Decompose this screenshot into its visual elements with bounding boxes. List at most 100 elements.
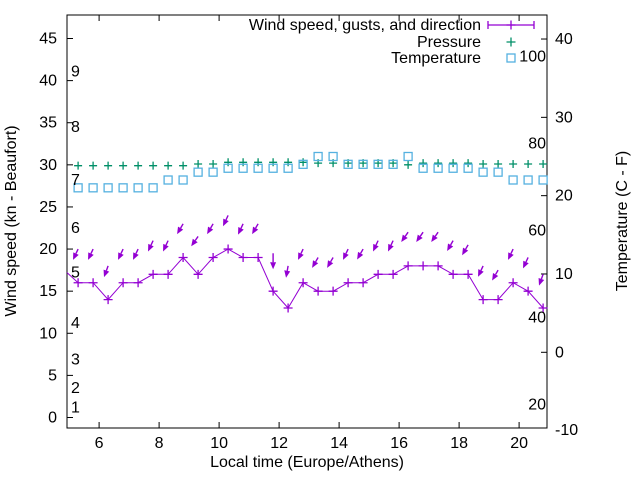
wind-direction-arrow — [191, 236, 199, 247]
arrow-shaft — [375, 240, 379, 246]
wind-speed-marker — [418, 261, 428, 271]
temperature-marker — [253, 163, 263, 173]
arrow-head — [401, 234, 408, 243]
temperature-marker — [88, 183, 98, 193]
temperature-marker — [388, 159, 398, 169]
arrow-shaft — [314, 257, 319, 263]
wind-speed-marker — [538, 303, 548, 313]
y-right-tick-label: 20 — [555, 188, 573, 205]
arrow-shaft — [390, 240, 394, 246]
fahrenheit-scale-label: 20 — [528, 397, 546, 414]
arrow-shaft — [225, 215, 229, 221]
arrow-head — [238, 227, 244, 235]
temperature-marker — [103, 183, 113, 193]
wind-speed-marker — [103, 295, 113, 305]
arrow-head — [523, 260, 529, 269]
wind-direction-arrow — [177, 223, 184, 235]
wind-direction-arrow — [88, 248, 94, 260]
wind-direction-arrow — [401, 231, 409, 243]
arrow-shaft — [434, 231, 439, 237]
arrow-shaft — [240, 223, 244, 229]
pressure-marker — [224, 158, 233, 167]
pressure-marker — [494, 159, 503, 168]
arrow-shaft — [449, 240, 454, 246]
legend-marker-wind — [487, 20, 535, 30]
arrow-shaft — [300, 248, 304, 254]
wind-speed-marker — [268, 286, 278, 296]
arrow-head — [478, 269, 484, 277]
wind-speed-marker — [73, 278, 83, 288]
wind-direction-arrow — [431, 231, 439, 243]
arrow-shaft — [494, 269, 499, 275]
temperature-marker — [313, 151, 323, 162]
arrow-head — [191, 238, 198, 247]
y-left-tick-label: 0 — [48, 410, 57, 427]
arrow-head — [88, 252, 94, 260]
wind-speed-marker — [118, 278, 128, 288]
wind-direction-arrow — [478, 265, 484, 277]
beaufort-scale-label: 4 — [71, 315, 80, 332]
temperature-marker — [463, 163, 473, 173]
temperature-marker — [283, 163, 293, 173]
wind-speed-marker — [88, 278, 98, 288]
axes-layer: 6 8 10 12 14 16 18 20051015202530354045-1001020… — [39, 14, 578, 452]
temperature-marker — [403, 151, 413, 162]
arrow-shaft — [90, 248, 94, 254]
arrow-head — [103, 269, 110, 278]
arrow-head — [163, 243, 169, 252]
temperature-marker — [448, 163, 458, 173]
arrow-head — [133, 252, 139, 260]
wind-direction-arrow — [492, 269, 499, 281]
arrow-head — [270, 262, 277, 270]
wind-speed-marker — [328, 286, 338, 296]
arrow-shaft — [540, 274, 544, 280]
y-left-tick-label: 35 — [39, 115, 57, 132]
wind-speed-marker — [313, 286, 323, 296]
temperature-marker — [298, 159, 308, 169]
arrow-head — [357, 251, 364, 260]
y-right-tick-label: 0 — [555, 344, 564, 361]
wind-speed-marker — [373, 269, 383, 279]
series-layer — [66, 151, 548, 313]
y-left-tick-label: 20 — [39, 241, 57, 258]
temperature-marker — [133, 183, 143, 193]
arrow-shaft — [179, 223, 184, 229]
x-axis-label: Local time (Europe/Athens) — [210, 454, 404, 471]
arrow-head — [312, 260, 319, 268]
wind-direction-arrow — [312, 257, 319, 268]
arrow-head — [284, 270, 291, 278]
x-tick-label: 8 — [155, 435, 164, 452]
wind-speed-marker — [148, 269, 158, 279]
arrow-shaft — [329, 257, 334, 263]
temperature-marker — [373, 159, 383, 169]
wind-direction-arrow — [508, 248, 514, 260]
beaufort-scale-label: 8 — [71, 119, 80, 136]
pressure-marker — [269, 158, 278, 167]
wind-direction-arrow — [270, 253, 277, 270]
arrow-shaft — [345, 248, 349, 254]
x-tick-label: 6 — [95, 435, 104, 452]
scale-annotations-layer: 1 2 3 4 5 6 7 8 9 20 40 60 80 100 — [71, 48, 546, 416]
pressure-marker — [254, 158, 263, 167]
pressure-marker — [194, 159, 203, 168]
y-axis-label-right: Temperature (C - F) — [614, 151, 631, 291]
pressure-marker — [134, 161, 143, 170]
arrow-head — [177, 226, 184, 235]
y-axis-label-left: Wind speed (kn - Beaufort) — [3, 125, 20, 316]
legend-marker-pressure — [506, 37, 516, 47]
wind-direction-arrow — [388, 240, 394, 252]
arrow-head — [298, 252, 304, 260]
temperature-marker — [478, 167, 488, 177]
arrow-shaft — [209, 223, 214, 229]
pressure-marker — [284, 158, 293, 167]
wind-direction-arrow — [148, 240, 154, 252]
arrow-head — [118, 252, 124, 260]
pressure-marker — [149, 161, 158, 170]
wind-direction-arrow — [118, 248, 124, 260]
fahrenheit-scale-label: 40 — [528, 309, 546, 326]
beaufort-scale-label: 5 — [71, 265, 80, 282]
legend-label-wind: Wind speed, gusts, and direction — [249, 17, 481, 34]
y-left-tick-label: 30 — [39, 157, 57, 174]
